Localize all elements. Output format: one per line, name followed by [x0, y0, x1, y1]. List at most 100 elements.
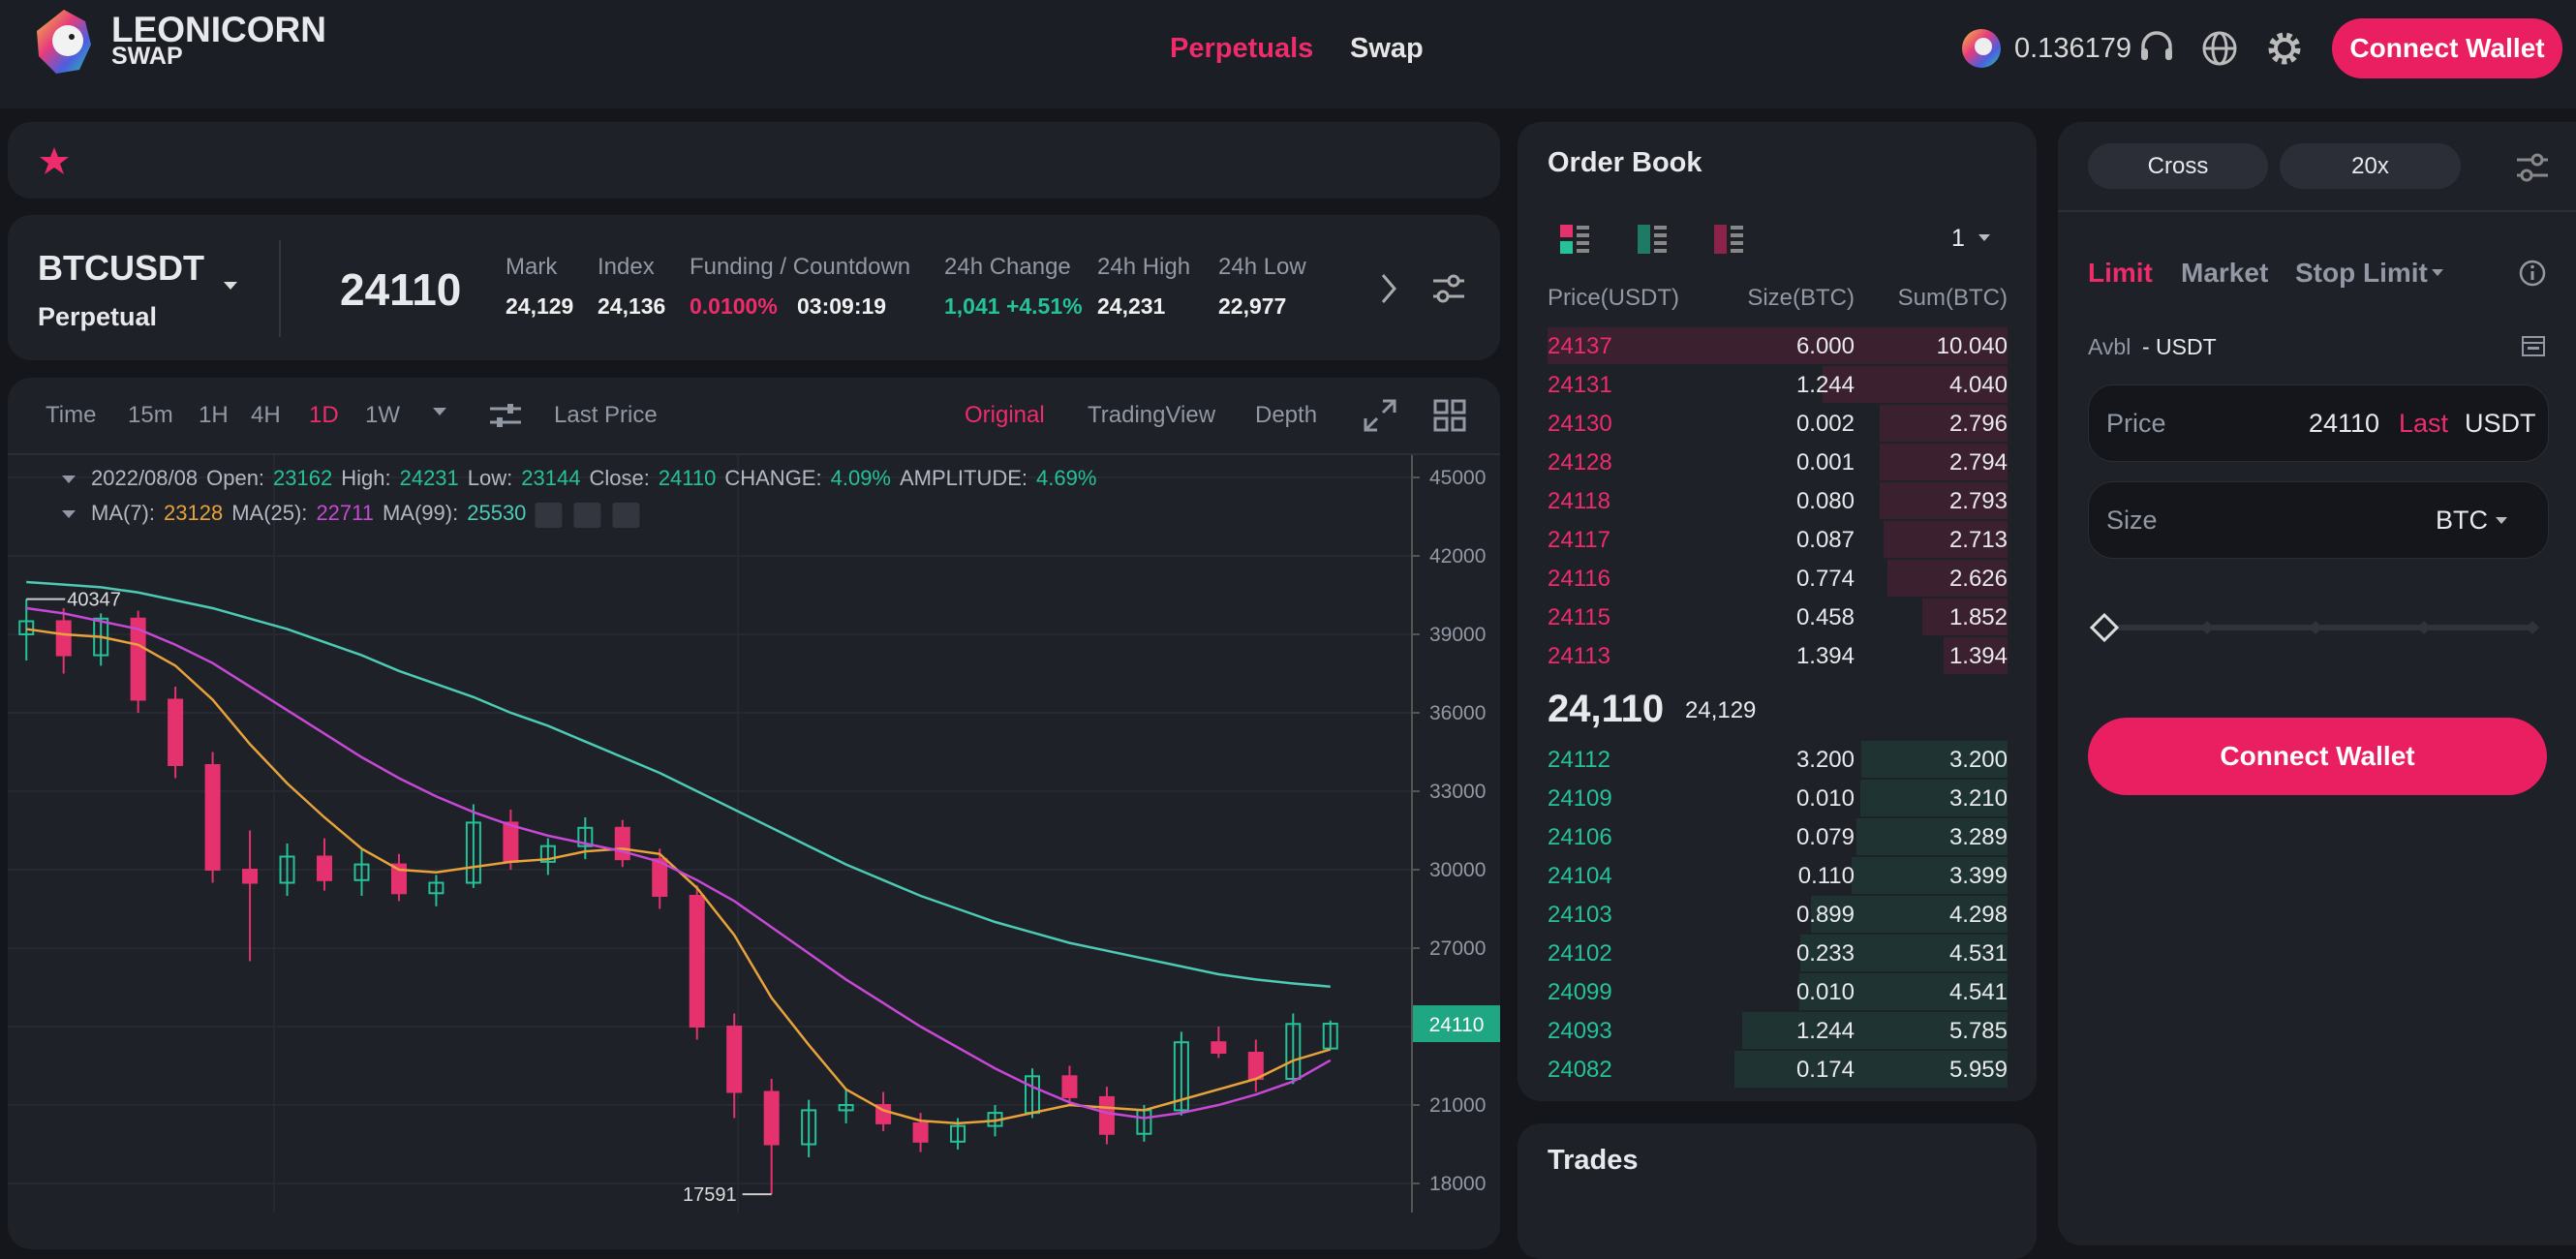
symbol-dropdown[interactable]: [221, 279, 240, 292]
order-type-tab[interactable]: Stop Limit: [2295, 258, 2428, 288]
interval[interactable]: 1W: [365, 402, 400, 428]
order-price[interactable]: 24113: [1548, 643, 1610, 669]
view-both[interactable]: [1558, 223, 1591, 256]
panel-settings[interactable]: [2513, 148, 2552, 187]
order-price[interactable]: 24082: [1548, 1057, 1612, 1083]
order-price[interactable]: 24102: [1548, 940, 1612, 967]
legend-item: MA(99):: [383, 501, 458, 525]
chart-view[interactable]: TradingView: [1088, 402, 1216, 428]
info-icon[interactable]: [2517, 258, 2548, 289]
order-price[interactable]: 24128: [1548, 449, 1612, 476]
order-sum: 2.794: [1948, 449, 2008, 476]
order-sum: 2.796: [1948, 411, 2008, 437]
candle-body: [950, 1124, 966, 1143]
scroll-right[interactable]: [1377, 271, 1400, 306]
view-bids[interactable]: [1636, 223, 1669, 256]
price-tag-bg: [1413, 1005, 1500, 1043]
connect-wallet-button[interactable]: Connect Wallet: [2332, 18, 2562, 78]
order-price[interactable]: 24109: [1548, 785, 1612, 812]
order-price[interactable]: 24115: [1548, 604, 1610, 630]
depth-bar: [1822, 366, 2008, 403]
stat-value: 03:09:19: [797, 293, 887, 319]
nav-link[interactable]: Perpetuals: [1170, 33, 1314, 64]
legend-item: 23128: [164, 501, 223, 525]
nav-link[interactable]: Swap: [1350, 33, 1424, 64]
candle-body: [1247, 1052, 1264, 1081]
interval[interactable]: 4H: [251, 402, 281, 428]
order-book-panel: Order Book 1 Price(USDT) Size(BTC) Sum(B…: [1518, 122, 2037, 1101]
ticker-settings[interactable]: [1429, 269, 1468, 308]
order-price[interactable]: 24116: [1548, 566, 1610, 592]
order-price[interactable]: 24106: [1548, 824, 1612, 850]
y-tick-label: 21000: [1429, 1094, 1486, 1117]
order-type-tab[interactable]: Market: [2181, 258, 2269, 288]
order-book-title: Order Book: [1548, 147, 1702, 178]
header: LEONICORN SWAP Perpetuals Swap 0.136179 …: [0, 0, 2576, 108]
candle-body: [168, 698, 184, 766]
order-price[interactable]: 24117: [1548, 527, 1610, 553]
size-slider[interactable]: [2087, 611, 2552, 644]
order-price[interactable]: 24093: [1548, 1018, 1612, 1044]
legend-icon: [612, 503, 640, 528]
chart-view[interactable]: Original: [965, 402, 1045, 428]
order-sum: 3.210: [1948, 785, 2008, 812]
connect-wallet-button[interactable]: Connect Wallet: [2088, 718, 2547, 795]
chart-view[interactable]: Depth: [1255, 402, 1318, 428]
depth-bar: [1860, 741, 2008, 778]
mark-price: 24,129: [1685, 697, 1757, 723]
size-input[interactable]: Size BTC: [2088, 481, 2549, 559]
interval[interactable]: Time: [46, 402, 97, 428]
order-price[interactable]: 24104: [1548, 863, 1612, 889]
fullscreen-icon[interactable]: [1364, 399, 1396, 432]
order-type-tab[interactable]: Limit: [2088, 258, 2153, 288]
contract-type: Perpetual: [38, 302, 158, 331]
order-size: 0.774: [1795, 566, 1855, 592]
settings-icon[interactable]: [2264, 28, 2305, 69]
language-icon[interactable]: [2200, 29, 2239, 68]
order-size: 1.244: [1795, 1018, 1855, 1044]
logo-icon: [37, 10, 91, 74]
margin-mode[interactable]: Cross: [2088, 143, 2268, 189]
order-price[interactable]: 24137: [1548, 333, 1612, 359]
order-sum: 2.626: [1948, 566, 2008, 592]
candle-body: [204, 763, 221, 871]
size-label: Size: [2106, 506, 2158, 535]
logo-title: LEONICORN: [111, 10, 326, 49]
interval-dropdown[interactable]: [431, 405, 448, 418]
order-size: 0.010: [1795, 979, 1855, 1005]
y-tick-label: 42000: [1429, 545, 1486, 568]
order-price[interactable]: 24118: [1548, 488, 1610, 514]
order-price[interactable]: 24099: [1548, 979, 1612, 1005]
support-icon[interactable]: [2137, 29, 2176, 68]
order-size: 0.899: [1795, 902, 1855, 928]
order-price[interactable]: 24131: [1548, 372, 1612, 398]
order-price[interactable]: 24103: [1548, 902, 1612, 928]
token-icon: [1962, 29, 2001, 68]
candle-body: [801, 1109, 817, 1146]
precision[interactable]: 1: [1951, 225, 1965, 252]
candle-body: [1061, 1075, 1078, 1098]
order-price[interactable]: 24130: [1548, 411, 1612, 437]
price-label: Price: [2106, 409, 2166, 438]
logo-subtitle: SWAP: [111, 43, 183, 70]
candle-body: [539, 844, 556, 863]
candle-body: [353, 863, 370, 881]
candle-body: [577, 826, 594, 847]
legend-item: CHANGE:: [724, 466, 821, 490]
y-tick-label: 18000: [1429, 1173, 1486, 1195]
view-asks[interactable]: [1712, 223, 1745, 256]
interval[interactable]: 1D: [309, 402, 339, 428]
interval[interactable]: 1H: [199, 402, 229, 428]
candle-body: [1322, 1023, 1338, 1050]
leverage[interactable]: 20x: [2280, 143, 2461, 189]
order-price[interactable]: 24112: [1548, 747, 1610, 773]
size-unit: BTC: [2436, 506, 2488, 535]
interval[interactable]: 15m: [128, 402, 173, 428]
indicator-icon[interactable]: [488, 399, 523, 432]
price-tag[interactable]: Last: [2399, 409, 2449, 438]
layout-icon[interactable]: [1433, 399, 1466, 432]
price-type[interactable]: Last Price: [554, 402, 658, 428]
order-size: 0.010: [1795, 785, 1855, 812]
price-input[interactable]: Price 24110 Last USDT: [2088, 384, 2549, 462]
favorite-star[interactable]: [39, 145, 70, 176]
